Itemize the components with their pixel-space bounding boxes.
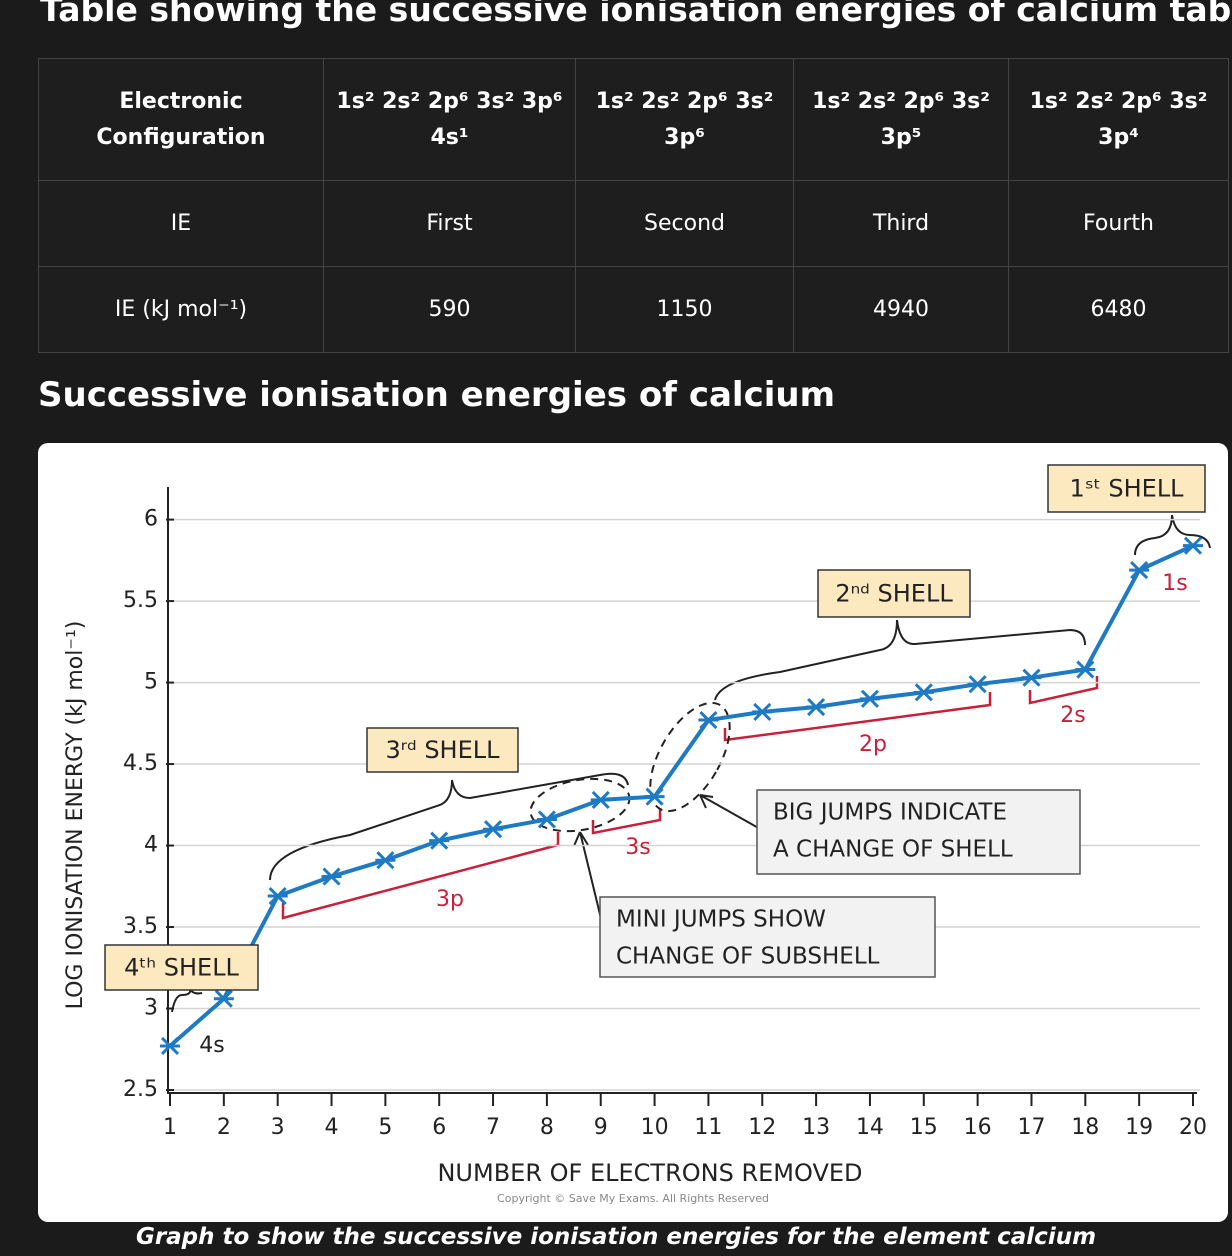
chart-card <box>38 443 1228 1222</box>
x-tick-label: 9 <box>594 1115 608 1140</box>
data-marker <box>375 851 396 870</box>
ie-table: Electronic Configuration 1s² 2s² 2p⁶ 3s² … <box>38 58 1229 353</box>
x-tick-label: 14 <box>856 1115 884 1140</box>
x-tick-label: 7 <box>486 1115 500 1140</box>
note-line: CHANGE OF SUBSHELL <box>616 944 880 970</box>
shell-label: 1ˢᵗ SHELL <box>1069 475 1184 503</box>
data-marker <box>536 810 557 829</box>
table-cell: 1s² 2s² 2p⁶ 3s² 3p⁴ <box>1008 58 1229 181</box>
note-line: MINI JUMPS SHOW <box>616 907 826 933</box>
table-cell: Fourth <box>1008 180 1229 267</box>
table-cell: 1150 <box>575 266 794 353</box>
data-marker <box>590 790 611 809</box>
table-row: IE First Second Third Fourth <box>38 180 1229 267</box>
table-cell: IE <box>38 180 324 267</box>
table-cell: Second <box>575 180 794 267</box>
y-tick-label: 2.5 <box>123 1077 158 1102</box>
x-tick-label: 15 <box>910 1115 938 1140</box>
x-tick-label: 11 <box>694 1115 722 1140</box>
shell-label: 4ᵗʰ SHELL <box>124 954 239 982</box>
table-cell: IE (kJ mol⁻¹) <box>38 266 324 353</box>
copyright: Copyright © Save My Exams. All Rights Re… <box>497 1192 769 1205</box>
x-tick-label: 18 <box>1071 1115 1099 1140</box>
table-cell: 4940 <box>793 266 1009 353</box>
chart: 2.533.544.555.561 2 3 4 5 6 7 8 9 10 11 12 13 14 15 16 1… <box>38 443 1228 1222</box>
x-tick-label: 16 <box>964 1115 992 1140</box>
y-axis-label: LOG IONISATION ENERGY (kJ mol⁻¹) <box>63 621 88 1010</box>
data-marker <box>1075 660 1096 679</box>
subshell-label: 1s <box>1162 571 1187 596</box>
x-tick-label: 2 <box>217 1115 231 1140</box>
y-tick-label: 6 <box>144 507 158 532</box>
data-marker <box>967 675 988 694</box>
x-tick-label: 12 <box>748 1115 776 1140</box>
data-marker <box>698 710 719 730</box>
table-cell: 6480 <box>1008 266 1229 353</box>
x-tick-label: 5 <box>378 1115 392 1140</box>
data-marker <box>429 831 450 850</box>
shell-label: 3ʳᵈ SHELL <box>385 736 500 764</box>
data-marker <box>213 989 234 1008</box>
data-marker <box>321 867 342 886</box>
data-marker <box>859 689 880 708</box>
x-tick-label: 13 <box>802 1115 830 1140</box>
data-marker <box>913 683 934 702</box>
section-title: Successive ionisation energies of calciu… <box>38 375 836 415</box>
x-tick-label: 6 <box>432 1115 446 1140</box>
x-tick-label: 3 <box>271 1115 285 1140</box>
x-tick-label: 4 <box>325 1115 339 1140</box>
y-tick-label: 3.5 <box>123 914 158 939</box>
page-title: Table showing the successive ionisation … <box>40 0 1232 29</box>
x-tick-label: 8 <box>540 1115 554 1140</box>
table-cell: 590 <box>323 266 576 353</box>
table-cell: 1s² 2s² 2p⁶ 3s² 3p⁶ 4s¹ <box>323 58 576 181</box>
y-tick-label: 5.5 <box>123 588 158 613</box>
data-marker <box>752 702 773 721</box>
note-line: BIG JUMPS INDICATE <box>773 800 1007 826</box>
data-marker <box>267 887 288 906</box>
x-tick-label: 20 <box>1179 1115 1207 1140</box>
data-marker <box>1183 536 1203 555</box>
y-tick-label: 4.5 <box>123 751 158 776</box>
table-cell: First <box>323 180 576 267</box>
x-axis-label: NUMBER OF ELECTRONS REMOVED <box>437 1159 862 1187</box>
table-cell: 1s² 2s² 2p⁶ 3s² 3p⁵ <box>793 58 1009 181</box>
shell-box <box>1047 464 1206 513</box>
table-cell: Third <box>793 180 1009 267</box>
subshell-label: 3s <box>625 835 650 860</box>
y-tick-label: 5 <box>144 670 158 695</box>
x-tick-label: 19 <box>1125 1115 1153 1140</box>
shell-box <box>104 944 259 991</box>
subshell-label: 4s <box>199 1033 224 1058</box>
subshell-label: 3p <box>436 887 464 912</box>
subshell-label: 2p <box>859 732 887 757</box>
data-marker <box>483 820 504 839</box>
note-box <box>599 896 936 978</box>
x-tick-label: 10 <box>641 1115 669 1140</box>
table-row: IE (kJ mol⁻¹) 590 1150 4940 6480 <box>38 266 1229 353</box>
data-marker <box>1021 668 1042 687</box>
shell-box <box>817 569 971 618</box>
table-cell: Electronic Configuration <box>38 58 324 181</box>
data-marker <box>160 1036 180 1056</box>
caption: Graph to show the successive ionisation … <box>135 1224 1097 1250</box>
data-marker <box>644 787 665 806</box>
table-row: Electronic Configuration 1s² 2s² 2p⁶ 3s² … <box>38 58 1229 181</box>
y-tick-label: 3 <box>144 996 158 1021</box>
note-box <box>756 789 1081 875</box>
data-marker <box>1129 561 1150 580</box>
x-tick-label: 1 <box>163 1115 177 1140</box>
shell-box <box>366 727 519 773</box>
x-tick-label: 17 <box>1017 1115 1045 1140</box>
shell-label: 2ⁿᵈ SHELL <box>835 580 953 608</box>
y-tick-label: 4 <box>144 833 158 858</box>
subshell-label: 2s <box>1060 703 1085 728</box>
table-cell: 1s² 2s² 2p⁶ 3s² 3p⁶ <box>575 58 794 181</box>
data-marker <box>806 697 827 717</box>
note-line: A CHANGE OF SHELL <box>773 837 1013 863</box>
